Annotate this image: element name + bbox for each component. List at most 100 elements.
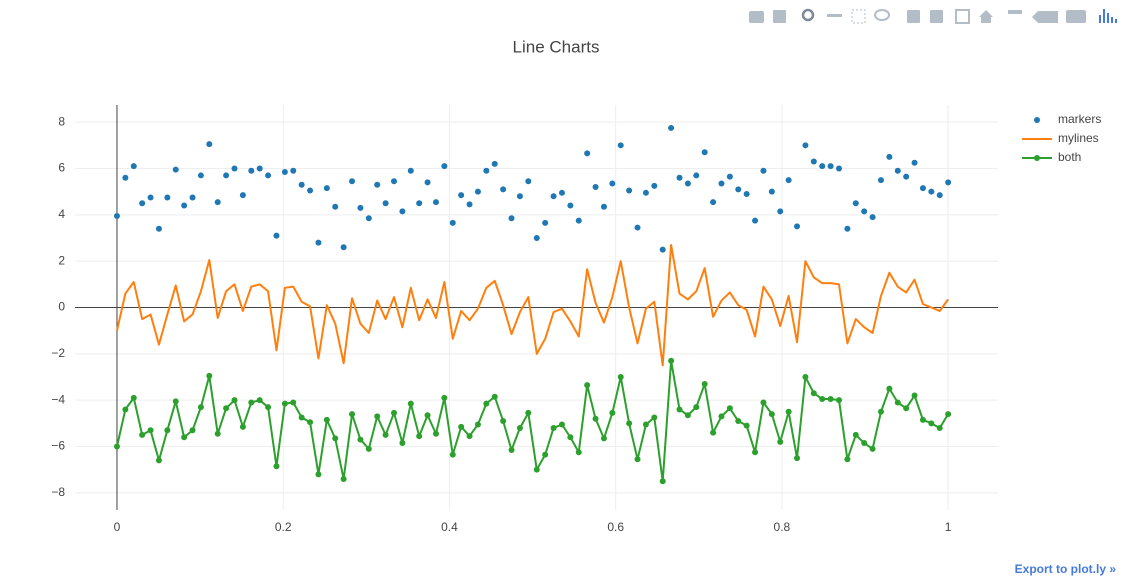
marker [894,167,901,174]
hover-closest-icon[interactable] [1032,11,1058,23]
marker [558,189,565,196]
marker [626,420,633,427]
marker [659,478,666,485]
pan-icon[interactable] [827,14,842,17]
marker [802,374,809,381]
select-icon[interactable] [851,9,866,24]
marker [869,214,876,221]
marker [827,163,834,170]
marker [835,165,842,172]
line [115,243,949,367]
modebar [749,8,1117,24]
marker [693,172,700,179]
legend-marker [1034,155,1040,161]
marker [122,406,129,413]
marker [139,431,146,438]
marker [466,433,473,440]
marker [567,202,574,209]
marker [164,194,171,201]
marker [592,415,599,422]
marker [281,400,288,407]
marker [315,239,322,246]
marker [844,225,851,232]
marker [794,223,801,230]
marker [130,394,137,401]
export-link[interactable]: Export to plot.ly » [1015,562,1117,576]
marker [483,400,490,407]
marker [752,449,759,456]
y-tick-label: 2 [58,253,65,267]
marker [424,412,431,419]
lasso-icon[interactable] [874,9,890,21]
marker [349,178,356,185]
marker [449,451,456,458]
spike-icon[interactable] [1008,10,1022,14]
marker [810,390,817,397]
marker [777,208,784,215]
marker [474,188,481,195]
marker [542,451,549,458]
marker [155,457,162,464]
marker [659,246,666,253]
marker [365,445,372,452]
marker [911,159,918,166]
marker [466,201,473,208]
autoscale-icon[interactable] [955,9,970,24]
marker [516,424,523,431]
marker [248,399,255,406]
marker [382,431,389,438]
save-icon[interactable] [773,10,786,23]
marker [382,200,389,207]
marker [416,433,423,440]
marker [458,192,465,199]
marker [298,181,305,188]
marker [701,380,708,387]
marker [760,399,767,406]
zoom-in-icon[interactable] [907,10,920,23]
marker [214,199,221,206]
camera-icon[interactable] [749,11,764,23]
marker [399,440,406,447]
hover-compare-icon[interactable] [1066,10,1086,23]
marker [416,200,423,207]
marker [794,455,801,462]
marker [634,224,641,231]
x-tick-label: 0.8 [774,520,791,534]
marker [802,142,809,149]
marker [684,180,691,187]
marker [550,193,557,200]
series-markers [113,124,952,253]
plotly-logo[interactable] [1099,9,1117,23]
marker [693,404,700,411]
marker [768,188,775,195]
marker [357,204,364,211]
marker [617,142,624,149]
marker [760,167,767,174]
legend: markers mylines both [1022,112,1101,164]
zoom-out-icon[interactable] [930,10,943,23]
x-tick-label: 1 [945,520,952,534]
marker [172,166,179,173]
marker [852,200,859,207]
legend-marker [1034,117,1040,123]
x-tick-label: 0 [114,520,121,534]
marker [214,430,221,437]
marker [508,446,515,453]
marker [525,178,532,185]
marker [189,427,196,434]
marker [281,168,288,175]
marker [248,167,255,174]
marker [323,416,330,423]
marker [676,406,683,413]
marker [155,225,162,232]
marker [231,165,238,172]
marker [500,418,507,425]
marker [852,431,859,438]
marker [223,405,230,412]
home-icon[interactable] [979,10,993,23]
marker [147,194,154,201]
marker [886,153,893,160]
marker [835,397,842,404]
zoom-icon[interactable] [801,8,815,22]
